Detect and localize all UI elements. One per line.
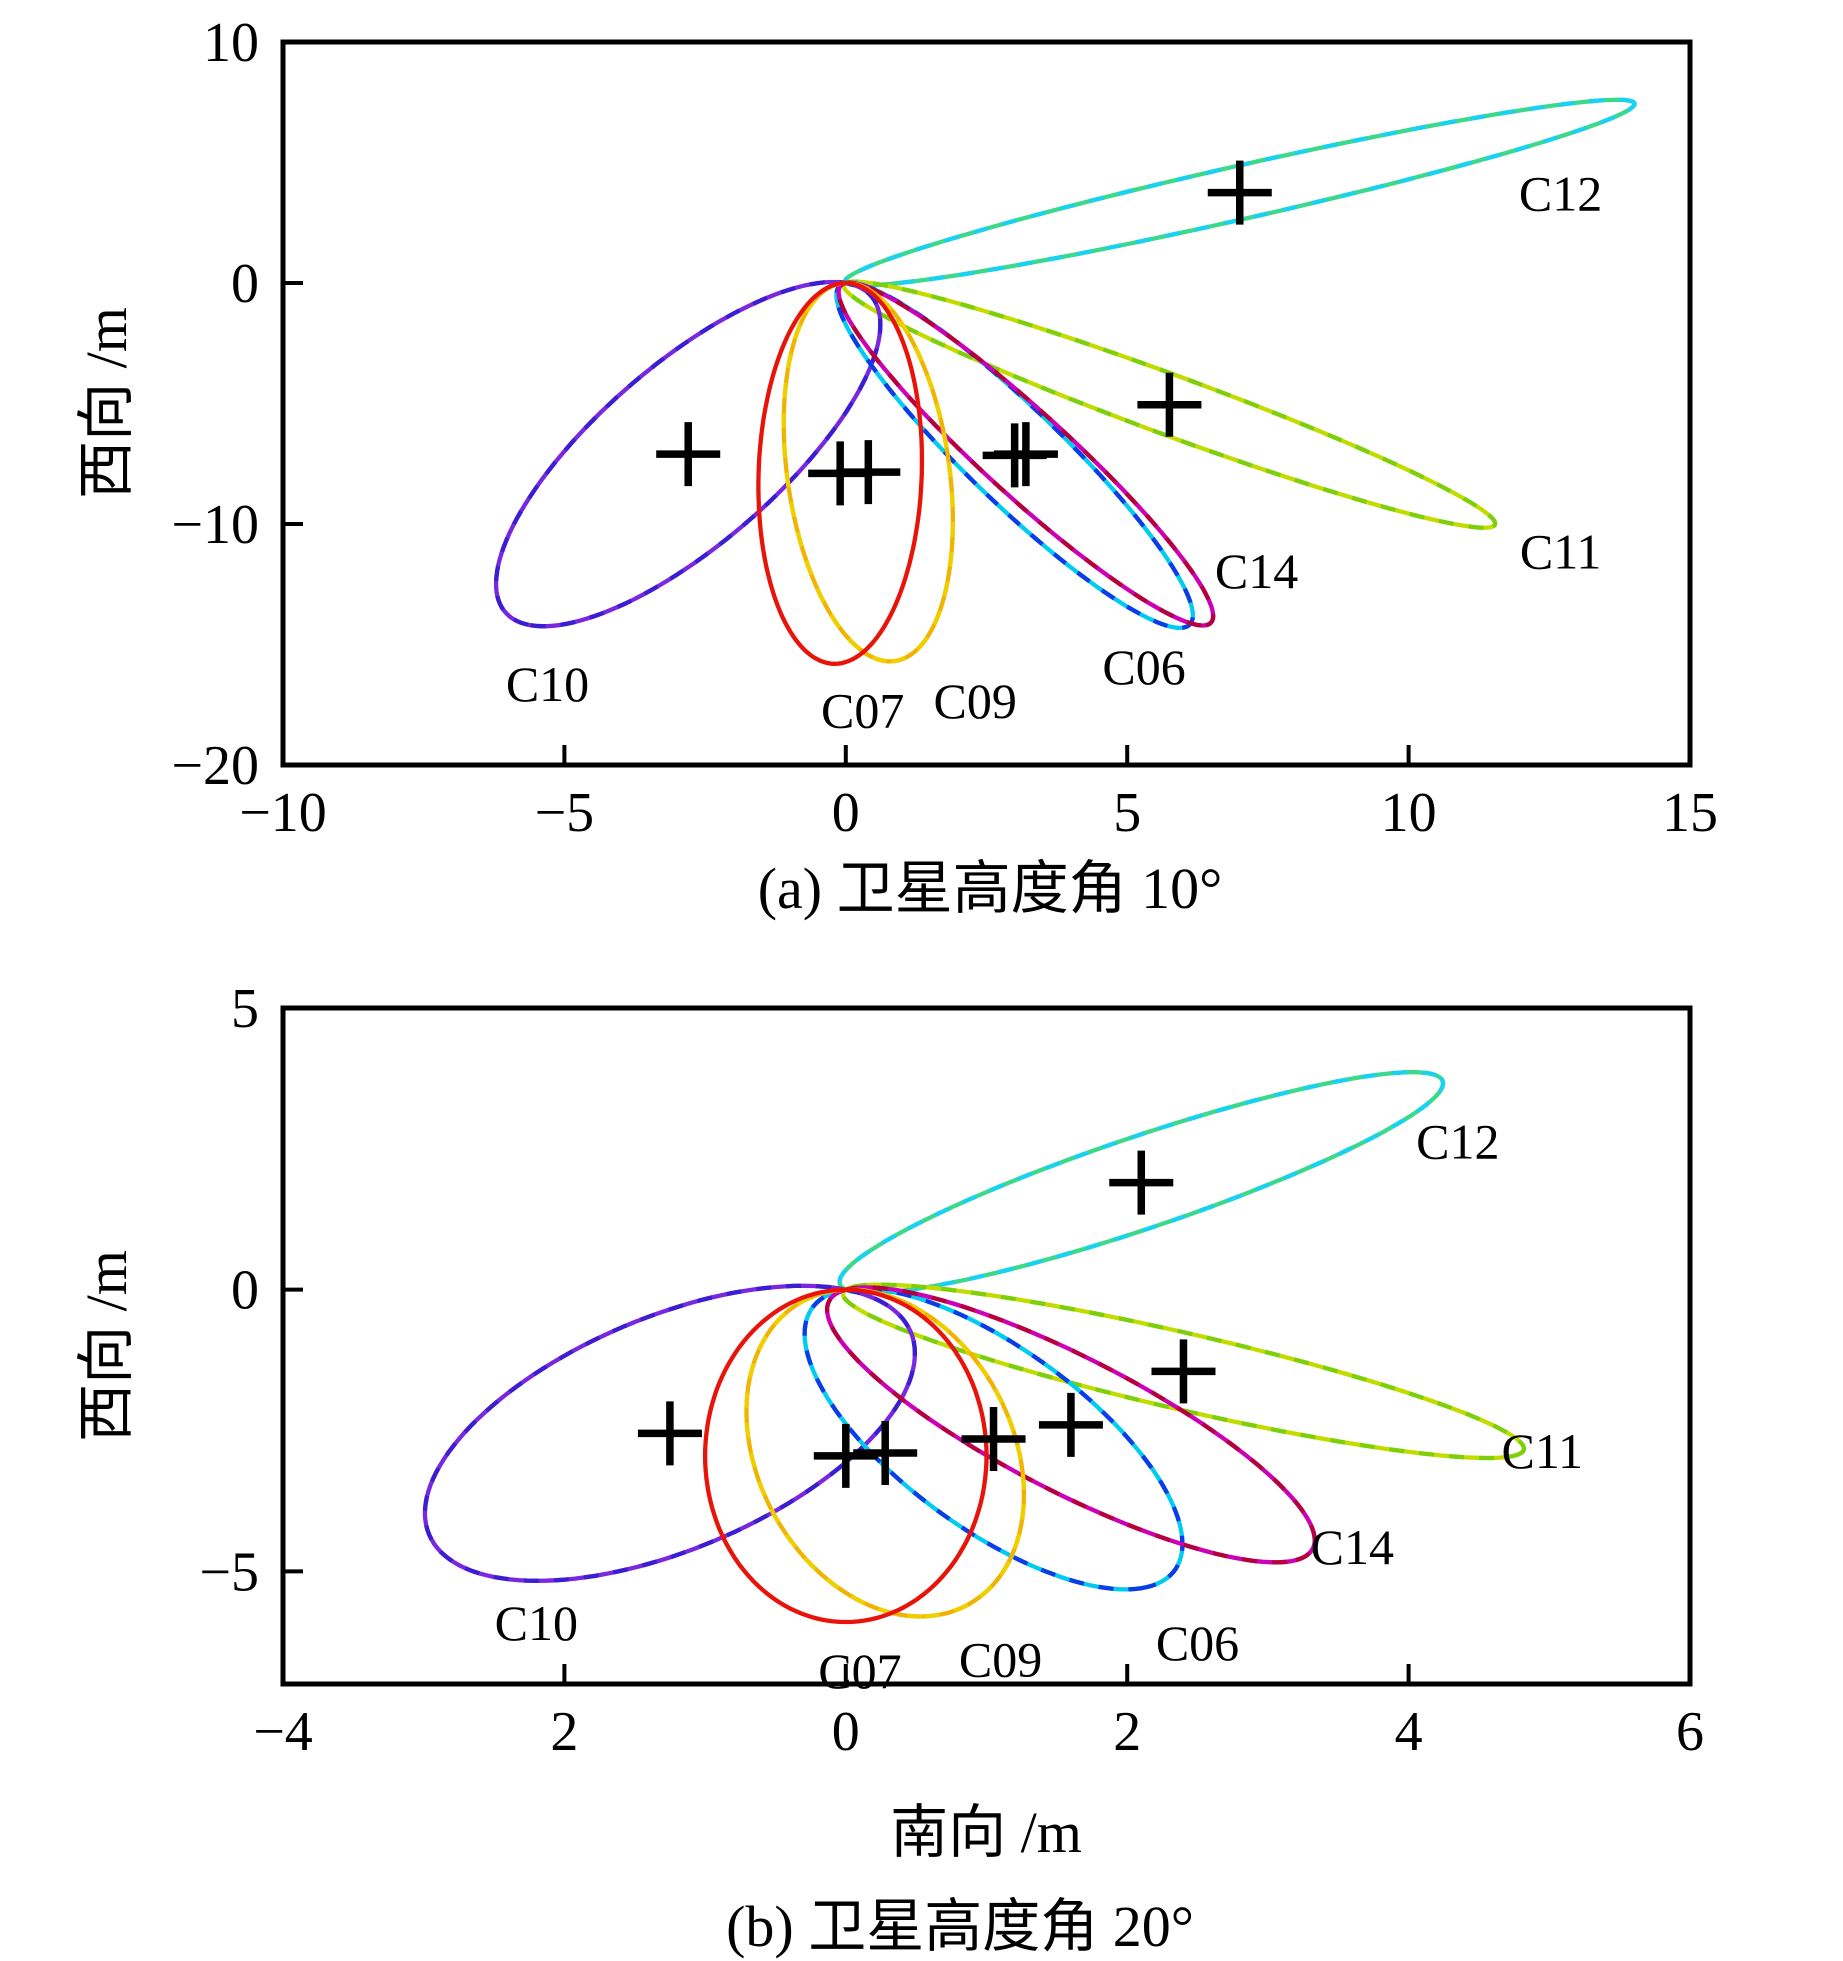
y-tick-label: 0 [231, 1260, 259, 1322]
ellipse-C07 [702, 1287, 989, 1625]
plot-border [280, 1005, 1693, 1687]
y-tick-label: 10 [203, 12, 259, 74]
series-label-C14: C14 [1215, 543, 1298, 599]
x-tick-label: 0 [832, 1701, 860, 1763]
ellipse-C07 [756, 280, 925, 666]
series-label-C14: C14 [1311, 1519, 1394, 1575]
x-tick-label: −4 [253, 1701, 313, 1763]
center-marker-C11 [1137, 372, 1202, 437]
series-label-C07: C07 [821, 683, 904, 739]
x-tick-label: 2 [1113, 1701, 1141, 1763]
ellipse-C09 [781, 280, 956, 664]
ellipse-C11 [840, 1282, 1527, 1461]
series-label-C09: C09 [934, 673, 1017, 729]
series-label-C12: C12 [1416, 1113, 1499, 1169]
series-label-C12: C12 [1519, 166, 1602, 222]
series-label-C11: C11 [1502, 1423, 1584, 1479]
xaxis-title: 南向 /m [890, 1800, 1082, 1865]
caption-a: (a) 卫星高度角 10° [758, 856, 1223, 921]
x-tick-label: 6 [1676, 1701, 1704, 1763]
yaxis-title-a: 西向 /m [74, 307, 139, 499]
y-tick-label: 0 [231, 253, 259, 315]
center-marker-C12 [1109, 1150, 1174, 1215]
chart-b-plot: C12 C11 C10 C06 C14 C09 C07 −4 2 0 2 4 6 5 0 −5 [199, 978, 1704, 1763]
center-marker-C06 [961, 1406, 1026, 1471]
series-label-C07: C07 [818, 1643, 901, 1699]
ellipse-C10 [422, 1283, 918, 1583]
center-marker-C10 [637, 1401, 702, 1466]
series-label-C06: C06 [1102, 639, 1185, 695]
series-label-C11: C11 [1520, 524, 1602, 580]
series-label-C10: C10 [506, 656, 589, 712]
center-marker-C12 [1207, 160, 1272, 225]
series-label-C10: C10 [495, 1595, 578, 1651]
x-tick-label: 15 [1662, 782, 1718, 844]
center-marker-C14 [993, 422, 1058, 487]
x-tick-label: −5 [535, 782, 595, 844]
ellipse-C09 [744, 1287, 1027, 1619]
y-tick-label: −5 [199, 1541, 259, 1603]
series-label-C09: C09 [959, 1632, 1042, 1688]
x-tick-label: 2 [550, 1701, 578, 1763]
y-tick-label: 5 [231, 978, 259, 1040]
x-tick-label: 0 [832, 782, 860, 844]
y-tick-label: −20 [171, 735, 259, 797]
yaxis-title-b: 西向 /m [74, 1250, 139, 1442]
center-marker-C07 [813, 1423, 878, 1488]
center-marker-C10 [656, 422, 721, 487]
center-marker-C11 [1151, 1339, 1216, 1404]
y-tick-label: −10 [171, 494, 259, 556]
x-tick-label: 4 [1395, 1701, 1423, 1763]
x-tick-label: 10 [1381, 782, 1437, 844]
ellipse-C12 [837, 1070, 1446, 1296]
plot-border [280, 39, 1693, 768]
x-tick-label: 5 [1113, 782, 1141, 844]
center-marker-C07 [808, 441, 873, 506]
caption-b: (b) 卫星高度角 20° [726, 1894, 1194, 1959]
x-tick-label: −10 [239, 782, 327, 844]
series-label-C06: C06 [1156, 1615, 1239, 1671]
center-marker-C14 [1038, 1392, 1103, 1457]
